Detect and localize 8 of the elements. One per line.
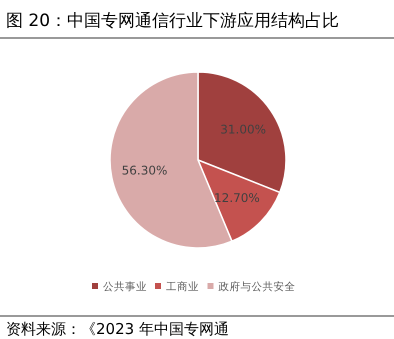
legend-label: 政府与公共安全	[218, 280, 296, 293]
legend-label: 工商业	[166, 280, 199, 293]
data-label: 12.70%	[214, 191, 260, 206]
text: 资料来源：《2023 年中国专网通	[6, 320, 229, 338]
data-label: 56.30%	[122, 164, 168, 178]
chart-title: 图 20：中国专网通信行业下游应用结构占比	[6, 11, 340, 31]
data-label: 31.00%	[220, 122, 266, 136]
legend-label: 公共事业	[103, 280, 147, 293]
